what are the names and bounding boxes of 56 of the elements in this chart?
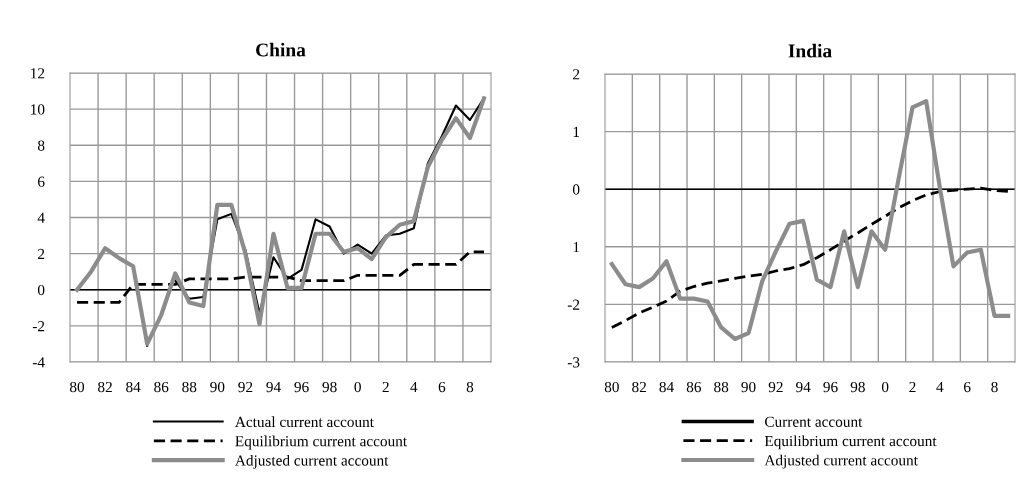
x-tick-label: 92 [768,381,783,393]
legend-label: Adjusted current account [764,454,918,469]
legend-label: Actual current account [235,416,374,428]
x-tick-label: 88 [714,381,729,393]
x-tick-label: 94 [796,381,811,393]
x-tick-label: 84 [126,381,141,393]
x-tick-label: 82 [632,381,646,393]
x-tick-label: 86 [686,381,702,393]
legend-label: Equilibrium current account [235,435,408,450]
x-tick-label: 84 [659,381,674,393]
y-tick-label: 10 [31,104,45,115]
y-tick-label: 1 [573,126,580,137]
legend-label: Equilibrium current account [764,435,937,450]
x-tick-label: 6 [438,381,446,393]
x-tick-label: 86 [154,381,169,393]
y-tick-label: 2 [38,248,45,259]
x-tick-label: 2 [909,381,916,393]
x-tick-label: 80 [69,381,85,393]
legend-label: Adjusted current account [235,454,389,469]
y-tick-label: 1 [573,242,580,253]
y-tick-label: 12 [31,68,45,79]
y-tick-label: -2 [567,299,580,310]
y-tick-label: 6 [38,176,45,187]
x-tick-label: 6 [964,381,971,393]
x-tick-label: 96 [823,381,838,393]
x-tick-label: 0 [881,381,889,393]
x-tick-label: 4 [410,381,418,393]
y-tick-label: -2 [32,321,45,332]
x-tick-label: 80 [604,381,619,393]
line-series [610,186,1010,329]
x-tick-label: 88 [182,381,197,393]
line-series [609,98,1011,342]
y-tick-label: 0 [572,184,580,195]
y-tick-label: -4 [32,357,45,368]
x-tick-label: 82 [98,381,112,393]
y-tick-label: 8 [37,140,45,151]
legend-label: Current account [764,416,863,427]
y-tick-label: 0 [37,284,45,296]
y-tick-label: 2 [573,69,580,80]
x-tick-label: 0 [354,381,361,393]
x-tick-label: 94 [266,381,281,393]
x-tick-label: 98 [850,381,865,393]
x-tick-label: 98 [322,381,337,393]
x-tick-label: 92 [238,381,253,393]
x-tick-label: 90 [741,381,756,393]
y-tick-label: -3 [567,357,580,368]
x-tick-label: 8 [466,381,474,393]
x-tick-label: 8 [991,381,998,393]
x-tick-label: 4 [936,381,944,393]
chart-title: China [256,42,306,57]
x-tick-label: 2 [382,381,389,393]
y-tick-label: 4 [37,212,45,223]
x-tick-label: 96 [294,381,309,393]
x-tick-label: 90 [210,381,225,393]
chart-title: India [788,43,832,58]
line-series [74,96,487,347]
